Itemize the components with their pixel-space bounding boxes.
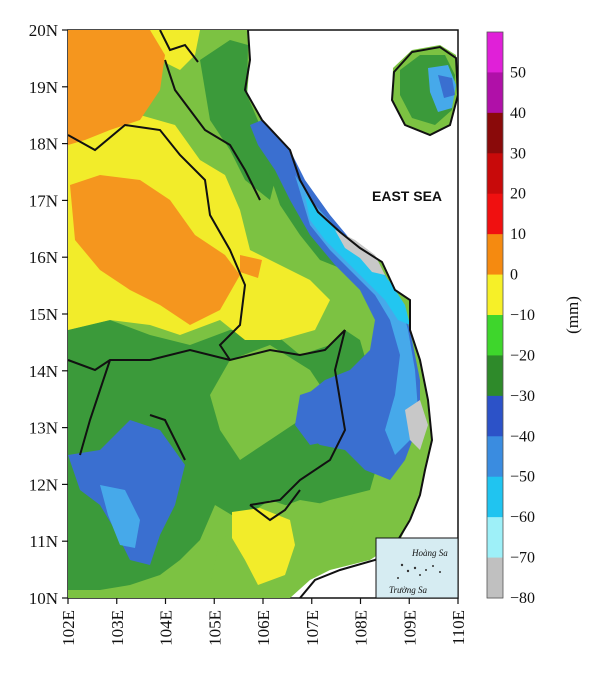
colorbar-tick-label: −10 (510, 307, 535, 324)
colorbar-tick-label: 10 (510, 226, 526, 243)
gray-coast-south (405, 400, 428, 450)
light-green-middle (210, 345, 330, 460)
blue-west (68, 420, 185, 565)
dark-green-north-strip (200, 40, 280, 200)
colorbar-tick-label: −70 (510, 550, 535, 567)
lon-tick-label: 103E (108, 610, 127, 646)
colorbar-swatch (487, 436, 503, 478)
colorbar-tick-label: 40 (510, 105, 526, 122)
lon-tick-label: 107E (303, 610, 322, 646)
colorbar-tick-label: −60 (510, 509, 535, 526)
colorbar-tick-label: 50 (510, 64, 526, 81)
colorbar-swatch (487, 274, 503, 316)
colorbar-swatch (487, 557, 503, 599)
colorbar-swatch (487, 476, 503, 518)
colorbar-swatch (487, 193, 503, 235)
lon-axis: 102E 103E 104E 105E 106E 107E 108E 109E 110E (59, 598, 468, 646)
colorbar-swatch (487, 234, 503, 276)
colorbar-swatch (487, 32, 503, 73)
colorbar-swatch (487, 395, 503, 437)
colorbar-tick-label: −30 (510, 388, 535, 405)
orange-center (70, 175, 240, 325)
lat-tick-label: 12N (29, 475, 58, 494)
blue-blob (295, 385, 345, 445)
colorbar-swatch (487, 72, 503, 114)
lon-tick-label: 104E (157, 610, 176, 646)
yellow-south-spot (232, 508, 295, 585)
blue-east (250, 120, 420, 480)
lat-tick-label: 20N (29, 21, 58, 40)
orange-small (240, 255, 262, 278)
cyan-east (305, 195, 410, 325)
lon-tick-label: 102E (59, 610, 78, 646)
lon-tick-label: 105E (205, 610, 224, 646)
colorbar-tick-label: 0 (510, 267, 518, 284)
lat-tick-label: 15N (29, 305, 58, 324)
colorbar-swatch (487, 112, 503, 154)
hainan-darkblue (438, 75, 455, 98)
lat-tick-label: 18N (29, 135, 58, 154)
colorbar-swatch (487, 153, 503, 195)
islands-inset: Hoàng Sa Trường Sa (375, 537, 459, 599)
lat-tick-label: 13N (29, 419, 58, 438)
lat-tick-label: 10N (29, 589, 58, 608)
colorbar: 50 40 30 20 10 0 −10 −20 −30 −40 −50 −60 −70 −80 (486, 31, 535, 607)
colorbar-tick-label: −80 (510, 590, 535, 607)
lat-tick-label: 19N (29, 78, 58, 97)
colorbar-tick-label: 30 (510, 145, 526, 162)
lat-axis: 20N 19N 18N 17N 16N 15N 14N 13N 12N 11N 10N (29, 21, 68, 608)
lon-tick-label: 106E (254, 610, 273, 646)
lon-tick-label: 110E (449, 610, 468, 645)
lat-tick-label: 14N (29, 362, 58, 381)
orange-northwest (68, 30, 165, 145)
inset-label-truong-sa: Trường Sa (389, 585, 427, 595)
lat-tick-label: 11N (29, 532, 58, 551)
colorbar-tick-label: −50 (510, 469, 535, 486)
colorbar-unit-label: (mm) (563, 296, 582, 334)
map-panel: EAST SEA Hoàng Sa Trường Sa (67, 29, 459, 599)
colorbar-tick-label: 20 (510, 186, 526, 203)
colorbar-frame (486, 31, 504, 599)
inset-label-hoang-sa: Hoàng Sa (411, 548, 448, 558)
colorbar-swatch (487, 355, 503, 397)
colorbar-tick-label: −40 (510, 428, 535, 445)
east-sea-label: EAST SEA (372, 188, 442, 204)
lon-tick-label: 109E (400, 610, 419, 646)
gray-coast (335, 230, 385, 275)
lat-tick-label: 16N (29, 248, 58, 267)
lon-tick-label: 108E (352, 610, 371, 646)
lat-tick-label: 17N (29, 191, 58, 210)
colorbar-swatch (487, 315, 503, 356)
colorbar-tick-label: −20 (510, 347, 535, 364)
colorbar-swatch (487, 517, 503, 559)
lightblue-west (100, 485, 140, 548)
